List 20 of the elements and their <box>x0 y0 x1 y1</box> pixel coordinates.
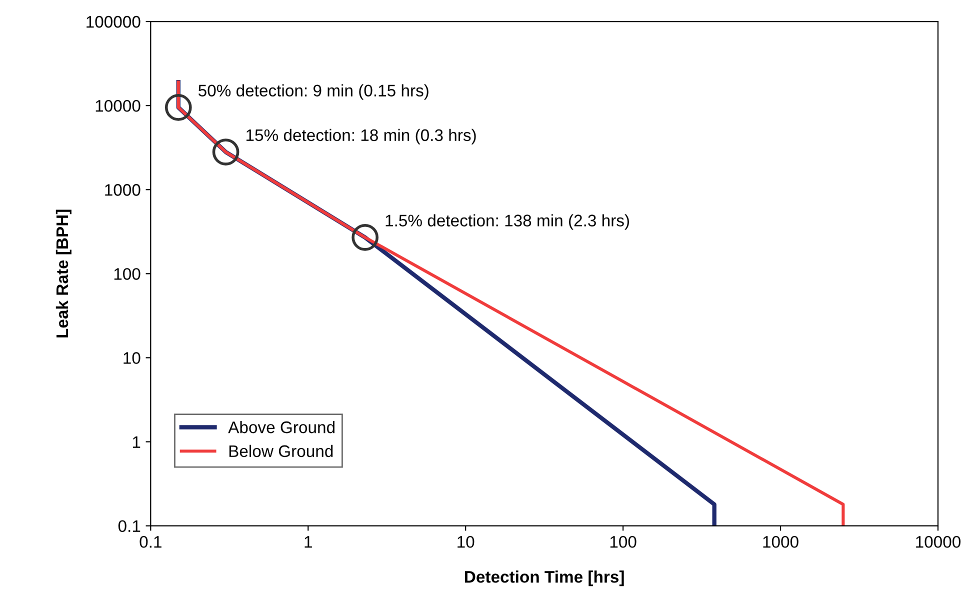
y-tick-label: 10 <box>124 352 140 364</box>
y-tick-label: 100 <box>114 268 140 280</box>
y-tick-label: 1000 <box>105 184 140 196</box>
y-tick-label: 100000 <box>86 16 140 28</box>
legend-label: Above Ground <box>228 420 334 434</box>
annotation: 15% detection: 18 min (0.3 hrs) <box>246 128 476 144</box>
y-tick-label: 0.1 <box>118 520 140 532</box>
y-axis-title: Leak Rate [BPH] <box>56 210 72 338</box>
x-tick-label: 100 <box>610 536 636 548</box>
legend-label: Below Ground <box>229 444 333 458</box>
y-tick-label: 10000 <box>96 100 140 112</box>
x-axis-title: Detection Time [hrs] <box>465 570 624 586</box>
x-tick-label: 10000 <box>916 536 961 548</box>
x-tick-label: 0.1 <box>140 536 162 548</box>
x-tick-label: 10 <box>458 536 474 548</box>
annotation: 50% detection: 9 min (0.15 hrs) <box>198 84 428 100</box>
annotation: 1.5% detection: 138 min (2.3 hrs) <box>386 214 629 230</box>
x-tick-label: 1000 <box>763 536 798 548</box>
x-tick-label: 1 <box>304 536 312 548</box>
y-tick-label: 1 <box>132 436 140 448</box>
